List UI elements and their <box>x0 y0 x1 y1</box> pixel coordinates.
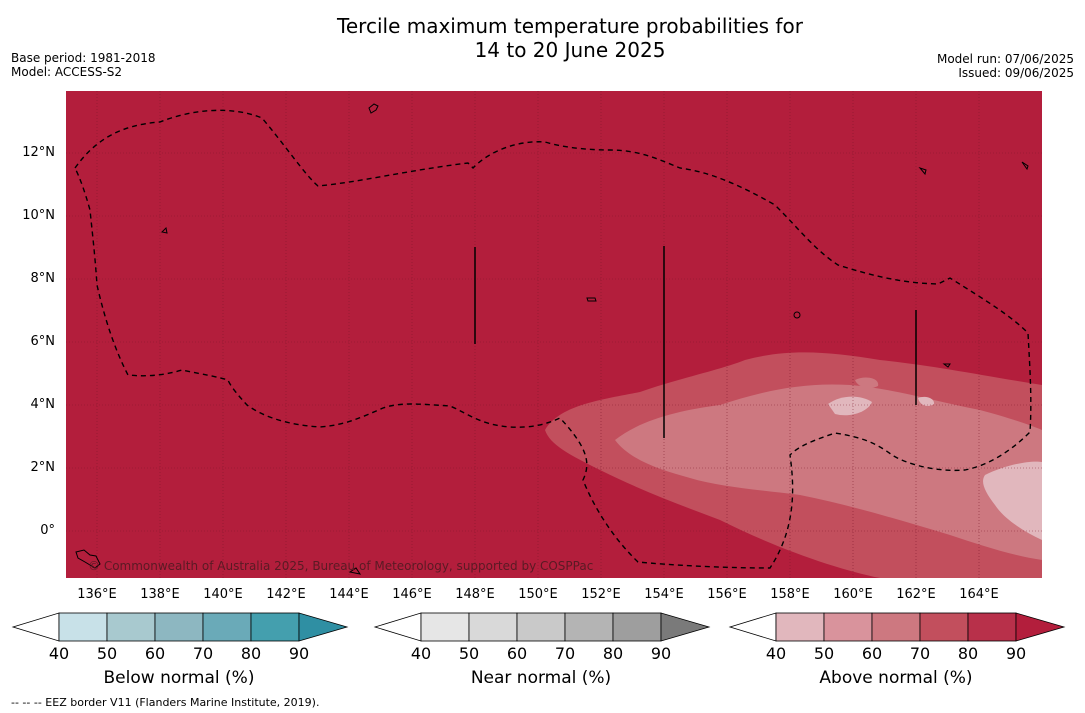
cbar-below-tick-60: 60 <box>144 644 166 663</box>
islands <box>75 103 1029 575</box>
lon-label-164e: 164°E <box>959 587 999 602</box>
lon-label-152e: 152°E <box>581 587 621 602</box>
eez-footnote: -- -- -- EEZ border V11 (Flanders Marine… <box>11 696 320 709</box>
colorbar-extend-high <box>298 612 349 642</box>
cbar-near-tick-60: 60 <box>506 644 528 663</box>
colorbar-extend-low <box>11 612 60 642</box>
lon-label-144e: 144°E <box>329 587 369 602</box>
colorbar-above-normal-swatches <box>728 612 1066 642</box>
eez-border-palau-fsm <box>74 109 1032 569</box>
cbar-above-tick-90: 90 <box>1005 644 1027 663</box>
colorbar-segment <box>202 612 252 642</box>
cbar-above-tick-40: 40 <box>765 644 787 663</box>
copyright-notice: © Commonwealth of Australia 2025, Bureau… <box>88 559 594 573</box>
colorbar-extend-low <box>728 612 777 642</box>
cbar-below-tick-70: 70 <box>192 644 214 663</box>
lon-label-146e: 146°E <box>392 587 432 602</box>
grid-lines <box>66 91 1042 578</box>
issued-date: Issued: 09/06/2025 <box>958 66 1074 80</box>
lat-label-12n: 12°N <box>22 145 55 160</box>
boundary-lines <box>474 246 917 438</box>
cbar-near-tick-40: 40 <box>410 644 432 663</box>
probability-band-60 <box>615 384 1042 560</box>
lon-label-154e: 154°E <box>644 587 684 602</box>
colorbar-segment <box>564 612 614 642</box>
cbar-below-tick-40: 40 <box>48 644 70 663</box>
cbar-above-tick-70: 70 <box>909 644 931 663</box>
colorbar-segment <box>775 612 825 642</box>
cbar-below-tick-80: 80 <box>240 644 262 663</box>
model-run: Model run: 07/06/2025 <box>936 52 1074 66</box>
lat-label-4n: 4°N <box>30 397 56 412</box>
cbar-above-title: Above normal (%) <box>819 668 973 688</box>
cbar-near-tick-70: 70 <box>554 644 576 663</box>
base-period: Base period: 1981-2018 <box>11 51 156 65</box>
run-info: Model run: 07/06/2025 Issued: 09/06/2025 <box>937 52 1074 80</box>
title-line-1: Tercile maximum temperature probabilitie… <box>337 14 803 38</box>
colorbar-extend-low <box>373 612 422 642</box>
cbar-above-tick-50: 50 <box>813 644 835 663</box>
colorbar-segment <box>250 612 300 642</box>
lon-label-140e: 140°E <box>203 587 243 602</box>
cbar-below-tick-50: 50 <box>96 644 118 663</box>
colorbar-near-normal-swatches <box>373 612 711 642</box>
colorbar-segment <box>468 612 518 642</box>
lon-label-138e: 138°E <box>140 587 180 602</box>
lon-label-136e: 136°E <box>77 587 117 602</box>
lon-label-156e: 156°E <box>707 587 747 602</box>
cbar-near-tick-80: 80 <box>602 644 624 663</box>
lat-label-2n: 2°N <box>30 460 56 475</box>
lon-label-160e: 160°E <box>833 587 873 602</box>
colorbar-segment <box>420 612 470 642</box>
colorbar-segment <box>823 612 873 642</box>
colorbar-above-normal: 40 50 60 70 80 90 Above normal (%) <box>726 611 1066 691</box>
colorbar-below-normal: 40 50 60 70 80 90 Below normal (%) <box>9 611 349 691</box>
title-line-2: 14 to 20 June 2025 <box>474 38 666 62</box>
map-panel <box>66 91 1042 578</box>
probability-band-50 <box>828 396 872 416</box>
colorbar-segment <box>58 612 108 642</box>
cbar-below-tick-90: 90 <box>288 644 310 663</box>
colorbar-below-normal-swatches <box>11 612 349 642</box>
lon-label-162e: 162°E <box>896 587 936 602</box>
map-title: Tercile maximum temperature probabilitie… <box>0 14 1085 62</box>
lon-label-158e: 158°E <box>770 587 810 602</box>
colorbar-segment <box>106 612 156 642</box>
colorbar-segment <box>919 612 969 642</box>
model-info: Base period: 1981-2018 Model: ACCESS-S2 <box>11 51 156 79</box>
cbar-above-tick-60: 60 <box>861 644 883 663</box>
cbar-near-tick-90: 90 <box>650 644 672 663</box>
colorbar-extend-high <box>660 612 711 642</box>
cbar-above-tick-80: 80 <box>957 644 979 663</box>
colorbar-segment <box>967 612 1017 642</box>
lat-label-8n: 8°N <box>30 271 56 286</box>
probability-band-60-west <box>855 377 879 388</box>
colorbar-segment <box>871 612 921 642</box>
probability-map <box>66 91 1042 578</box>
colorbar-segment <box>612 612 662 642</box>
cbar-near-title: Near normal (%) <box>470 668 612 688</box>
lat-label-6n: 6°N <box>30 334 56 349</box>
model-name: Model: ACCESS-S2 <box>11 65 123 79</box>
colorbar-segment <box>154 612 204 642</box>
probability-band-50-east <box>983 461 1042 540</box>
colorbar-segment <box>516 612 566 642</box>
lon-label-142e: 142°E <box>266 587 306 602</box>
cbar-below-title: Below normal (%) <box>103 668 255 688</box>
lat-label-10n: 10°N <box>22 208 55 223</box>
lon-label-148e: 148°E <box>455 587 495 602</box>
lon-label-150e: 150°E <box>518 587 558 602</box>
probability-band-50-mid <box>918 396 935 406</box>
lat-label-0: 0° <box>40 523 55 538</box>
colorbar-near-normal: 40 50 60 70 80 90 Near normal (%) <box>371 611 711 691</box>
cbar-near-tick-50: 50 <box>458 644 480 663</box>
colorbar-extend-high <box>1015 612 1066 642</box>
